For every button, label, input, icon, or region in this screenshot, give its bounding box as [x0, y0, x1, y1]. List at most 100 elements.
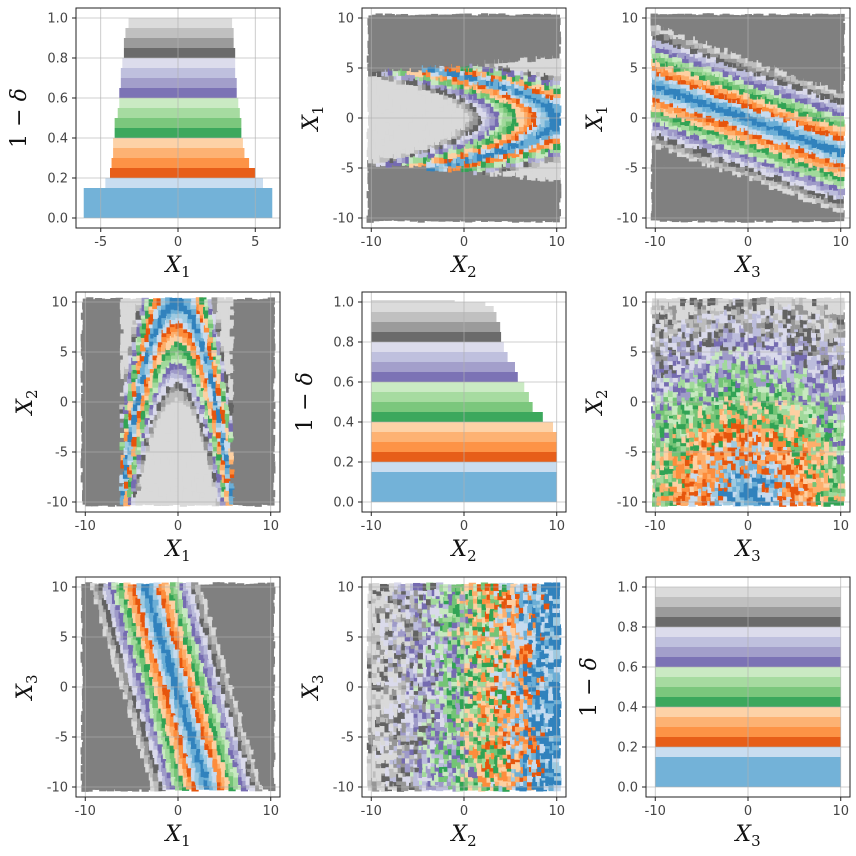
grid-point	[656, 69, 664, 77]
grid-point	[688, 183, 696, 191]
grid-point	[816, 69, 824, 77]
grid-point	[539, 128, 547, 136]
grid-point	[539, 124, 547, 132]
grid-point	[659, 56, 667, 64]
grid-point	[467, 131, 476, 139]
grid-point	[795, 210, 803, 219]
grid-point	[127, 434, 135, 443]
grid-point	[705, 186, 713, 194]
grid-point	[465, 204, 473, 213]
grid-point	[739, 63, 747, 72]
grid-point	[434, 90, 443, 98]
grid-point	[802, 13, 811, 21]
grid-point	[814, 95, 823, 103]
grid-point	[434, 169, 443, 178]
grid-point	[124, 380, 132, 388]
grid-point	[380, 99, 388, 108]
grid-point	[798, 109, 806, 117]
grid-point	[518, 179, 526, 187]
grid-point	[385, 206, 393, 214]
grid-point	[480, 147, 488, 155]
grid-point	[404, 109, 413, 118]
grid-point	[535, 151, 544, 159]
grid-point	[376, 206, 384, 214]
grid-point	[110, 357, 118, 365]
grid-point	[93, 426, 102, 434]
grid-point	[149, 434, 158, 442]
grid-point	[528, 155, 536, 164]
grid-point	[485, 56, 493, 64]
grid-point	[468, 78, 476, 86]
grid-point	[463, 191, 472, 200]
grid-point	[480, 160, 489, 168]
grid-point	[718, 105, 726, 113]
grid-point	[438, 113, 447, 122]
grid-point	[798, 192, 806, 200]
grid-point	[539, 69, 547, 77]
grid-point	[790, 56, 798, 64]
grid-point	[459, 178, 467, 186]
grid-point	[760, 20, 768, 28]
grid-point	[485, 165, 494, 173]
grid-point	[490, 95, 498, 103]
grid-point	[710, 19, 718, 27]
grid-point	[810, 32, 819, 40]
grid-point	[727, 23, 735, 32]
grid-point	[485, 150, 493, 158]
grid-point	[498, 37, 506, 45]
grid-point	[680, 160, 688, 168]
grid-point	[511, 101, 519, 109]
grid-point	[148, 317, 156, 325]
grid-point	[367, 147, 375, 155]
y-tick-label: -10	[617, 212, 638, 227]
grid-point	[760, 115, 768, 123]
grid-point	[688, 191, 697, 199]
grid-point	[765, 132, 773, 140]
grid-point	[105, 298, 114, 307]
grid-point	[418, 46, 426, 54]
grid-point	[120, 335, 128, 343]
grid-point	[752, 110, 760, 118]
grid-point	[499, 41, 507, 49]
grid-point	[446, 14, 455, 23]
grid-point	[540, 95, 548, 103]
grid-point	[719, 64, 727, 73]
level-bar	[105, 178, 263, 188]
grid-point	[472, 63, 480, 71]
grid-point	[481, 187, 489, 195]
grid-point	[401, 209, 409, 218]
grid-point	[696, 145, 705, 154]
grid-point	[824, 40, 832, 48]
grid-point	[469, 127, 477, 136]
grid-point	[97, 385, 106, 394]
grid-point	[659, 210, 667, 218]
grid-point	[772, 146, 781, 155]
grid-point	[145, 497, 153, 506]
grid-point	[485, 155, 493, 163]
grid-point	[532, 141, 540, 149]
grid-point	[748, 77, 756, 85]
grid-point	[549, 182, 557, 190]
grid-point	[375, 141, 383, 150]
grid-point	[97, 488, 106, 496]
grid-point	[659, 41, 667, 49]
grid-point	[425, 73, 433, 82]
grid-point	[425, 50, 433, 58]
grid-point	[756, 150, 764, 158]
grid-point	[803, 19, 811, 27]
grid-point	[519, 19, 527, 27]
grid-point	[548, 195, 556, 203]
grid-point	[663, 77, 671, 85]
grid-point	[667, 17, 676, 26]
grid-point	[527, 78, 535, 86]
grid-point	[819, 196, 827, 204]
grid-point	[772, 128, 781, 136]
grid-point	[140, 457, 149, 465]
grid-point	[739, 87, 747, 95]
grid-point	[663, 201, 672, 209]
y-axis-label: 1 − δ	[7, 88, 32, 148]
grid-point	[408, 77, 416, 86]
grid-point	[484, 178, 492, 186]
grid-point	[417, 77, 425, 86]
grid-point	[819, 22, 827, 30]
